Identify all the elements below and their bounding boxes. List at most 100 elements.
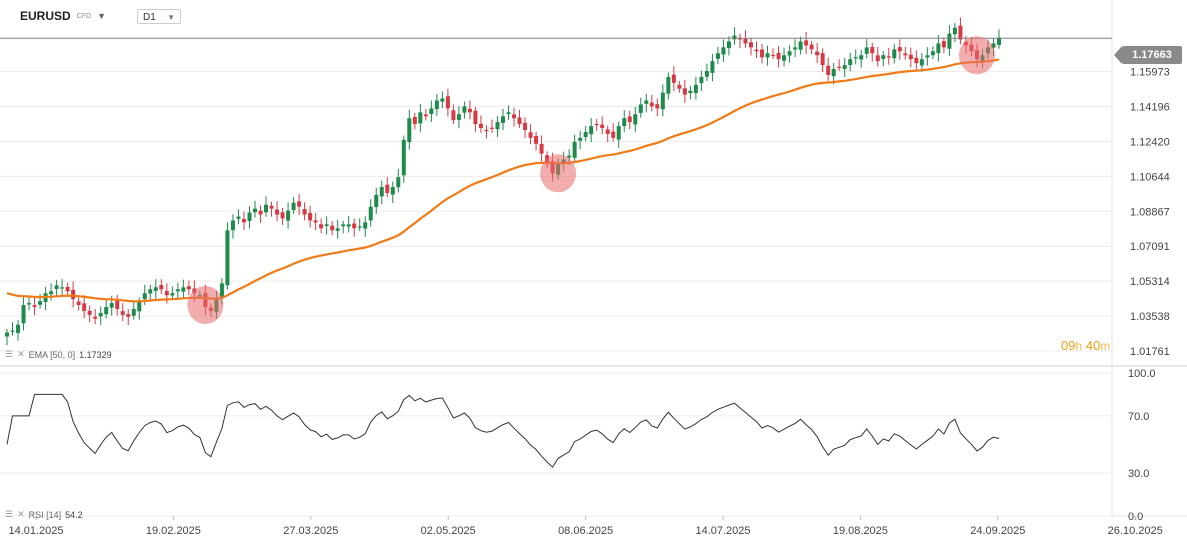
candle bbox=[501, 116, 505, 123]
candle bbox=[666, 76, 671, 94]
candle bbox=[523, 122, 528, 130]
candle bbox=[782, 55, 787, 61]
candle bbox=[98, 312, 103, 317]
timer-minutes: 40 bbox=[1085, 338, 1101, 353]
candle bbox=[831, 69, 836, 77]
candle bbox=[357, 226, 362, 228]
candle bbox=[418, 112, 423, 124]
x-tick-label: 27.03.2025 bbox=[283, 525, 338, 537]
y-tick-label: 1.10644 bbox=[1130, 171, 1170, 183]
candle bbox=[170, 293, 175, 296]
candle bbox=[793, 47, 798, 50]
candle bbox=[638, 104, 643, 113]
candle bbox=[848, 59, 853, 66]
candle bbox=[131, 308, 136, 316]
candle bbox=[368, 206, 373, 221]
candle bbox=[671, 74, 676, 83]
candle bbox=[181, 287, 186, 292]
candle bbox=[528, 132, 533, 138]
candle bbox=[930, 51, 935, 56]
list-icon[interactable]: ☰ bbox=[5, 509, 14, 519]
candle bbox=[936, 43, 941, 54]
candle bbox=[346, 224, 351, 227]
candle bbox=[10, 330, 15, 332]
rsi-legend: ☰ ✕ RSI [14] 54.2 bbox=[5, 509, 83, 520]
candle bbox=[374, 194, 379, 208]
candle bbox=[594, 124, 599, 126]
candle bbox=[512, 114, 517, 119]
chevron-down-icon[interactable]: ▼ bbox=[97, 11, 106, 21]
candle bbox=[495, 122, 500, 130]
candle bbox=[820, 53, 825, 66]
candle bbox=[153, 287, 158, 291]
candle bbox=[749, 42, 753, 48]
candle bbox=[319, 224, 324, 229]
candle bbox=[467, 108, 472, 113]
close-icon[interactable]: ✕ bbox=[17, 509, 25, 519]
candle bbox=[407, 118, 412, 143]
candle bbox=[710, 61, 715, 73]
candle bbox=[104, 307, 109, 315]
candle bbox=[809, 44, 814, 50]
candle bbox=[765, 53, 770, 58]
candle bbox=[335, 228, 340, 231]
candle bbox=[76, 301, 81, 306]
candle bbox=[148, 289, 153, 294]
candle bbox=[291, 202, 296, 211]
candle bbox=[456, 114, 461, 120]
candle bbox=[892, 49, 897, 59]
candle bbox=[286, 210, 291, 221]
candle bbox=[126, 314, 131, 317]
candle bbox=[341, 224, 346, 227]
candle bbox=[925, 55, 930, 58]
y-tick-label: 1.15973 bbox=[1130, 67, 1170, 79]
candle bbox=[627, 116, 632, 123]
candle bbox=[16, 324, 21, 333]
candle bbox=[473, 110, 478, 125]
candle bbox=[445, 96, 450, 109]
candle bbox=[308, 212, 313, 221]
candle bbox=[644, 100, 649, 104]
candle bbox=[159, 284, 164, 290]
candle bbox=[760, 49, 765, 58]
candle bbox=[958, 25, 963, 40]
candle bbox=[396, 177, 401, 188]
timer-minutes-unit: m bbox=[1100, 339, 1111, 353]
candle bbox=[886, 56, 891, 58]
highlight-circle bbox=[540, 154, 577, 193]
y-tick-label: 1.05314 bbox=[1130, 276, 1170, 288]
candle bbox=[881, 55, 886, 59]
list-icon[interactable]: ☰ bbox=[5, 349, 14, 359]
candle bbox=[93, 316, 98, 319]
candle bbox=[567, 155, 572, 158]
rsi-label: RSI [14] bbox=[28, 509, 62, 520]
candle bbox=[186, 286, 191, 290]
candle bbox=[164, 290, 169, 296]
candle bbox=[54, 285, 59, 289]
candle bbox=[859, 55, 864, 60]
candle bbox=[269, 205, 274, 209]
candle bbox=[649, 102, 654, 107]
instrument-type: CFD bbox=[76, 12, 92, 20]
candle bbox=[826, 65, 831, 75]
timer-hours-unit: h bbox=[1075, 339, 1083, 353]
close-icon[interactable]: ✕ bbox=[17, 349, 25, 359]
timeframe-select[interactable]: D1 ▼ bbox=[137, 9, 181, 24]
candle bbox=[534, 136, 539, 144]
candle bbox=[743, 38, 748, 44]
candle bbox=[732, 35, 737, 40]
candle bbox=[385, 184, 390, 193]
candle bbox=[264, 204, 269, 213]
candle bbox=[21, 305, 26, 324]
candle bbox=[297, 201, 302, 207]
symbol-name: EURUSD bbox=[20, 9, 71, 23]
candle bbox=[583, 131, 588, 137]
candle bbox=[914, 57, 919, 64]
chevron-down-icon: ▼ bbox=[167, 13, 175, 22]
candle bbox=[677, 84, 682, 89]
symbol-header[interactable]: EURUSD CFD ▼ bbox=[20, 9, 106, 23]
ema-value: 1.17329 bbox=[79, 349, 112, 360]
candle bbox=[941, 41, 946, 48]
candle bbox=[715, 53, 720, 59]
